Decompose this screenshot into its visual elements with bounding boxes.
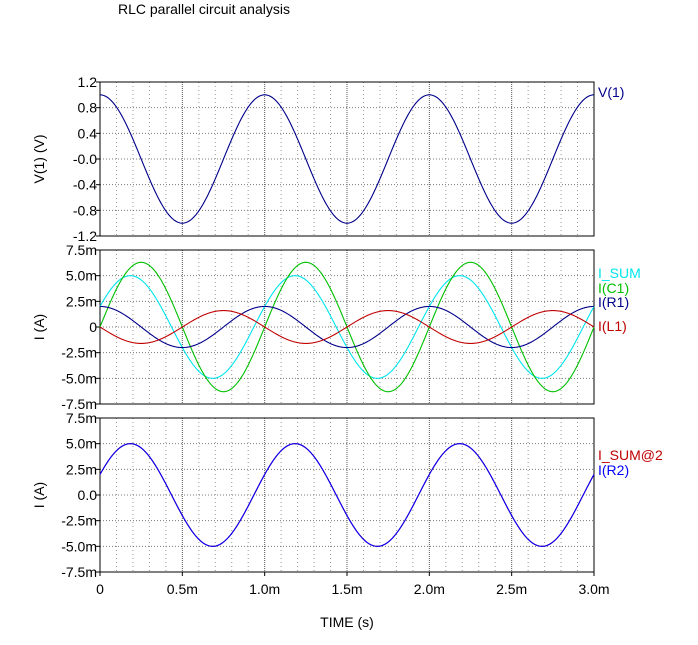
y-tick-label: -2.5m	[61, 513, 97, 529]
y-tick-label: -2.5m	[61, 345, 97, 361]
y-tick-label: -0.8	[73, 202, 97, 218]
legend-label: I(L1)	[598, 318, 627, 334]
y-axis-label: V(1) (V)	[31, 135, 47, 184]
panel-3: -7.5m -5.0m -2.5m 0.0 2.5m 5.0m 7.5m I (A) I_SUM…	[31, 410, 663, 580]
series-line-i-r1-	[99, 305, 595, 349]
x-tick-label: 1.5m	[331, 581, 362, 597]
y-tick-label: 0	[89, 319, 97, 335]
y-tick-label: -5.0m	[61, 370, 97, 386]
y-axis-label: I (A)	[31, 314, 47, 340]
panel-1: -1.2 -0.8 -0.4 -0.0 0.4 0.8 1.2 V(1) (V) V(1)	[31, 74, 624, 244]
series-line-i-r2-	[99, 443, 595, 547]
y-axis-label: I (A)	[31, 482, 47, 508]
legend-label: V(1)	[598, 84, 624, 100]
y-tick-label: -1.2	[73, 228, 97, 244]
x-tick-label: 1.0m	[249, 581, 280, 597]
y-tick-label: 7.5m	[66, 242, 97, 258]
y-tick-label: 2.5m	[66, 461, 97, 477]
y-tick-label: -7.5m	[61, 396, 97, 412]
y-tick-label: 0.0	[78, 487, 98, 503]
x-tick-label: 2.5m	[496, 581, 527, 597]
y-tick-label: -5.0m	[61, 538, 97, 554]
legend-label: I(R2)	[598, 462, 629, 478]
y-tick-label: 0.8	[78, 100, 98, 116]
x-tick-label: 2.0m	[414, 581, 445, 597]
x-axis-label: TIME (s)	[320, 614, 374, 630]
y-tick-label: 0.4	[78, 125, 98, 141]
plot-panels: -1.2 -0.8 -0.4 -0.0 0.4 0.8 1.2 V(1) (V) V(1) -7.…	[31, 74, 663, 580]
y-tick-label: -7.5m	[61, 564, 97, 580]
chart-title: RLC parallel circuit analysis	[118, 1, 290, 17]
y-tick-label: -0.4	[73, 177, 97, 193]
x-axis: 0 0.5m 1.0m 1.5m 2.0m 2.5m 3.0m	[96, 572, 610, 597]
y-tick-label: 1.2	[78, 74, 98, 90]
legend-label: I_SUM@2	[598, 447, 663, 463]
y-tick-label: 2.5m	[66, 293, 97, 309]
y-tick-label: 7.5m	[66, 410, 97, 426]
y-tick-label: 5.0m	[66, 268, 97, 284]
series-line-i-l1-	[99, 310, 595, 344]
x-tick-label: 3.0m	[578, 581, 609, 597]
x-tick-label: 0.5m	[167, 581, 198, 597]
legend-label: I(C1)	[598, 280, 629, 296]
y-tick-label: 5.0m	[66, 436, 97, 452]
legend-label: I(R1)	[598, 294, 629, 310]
legend-label: I_SUM	[598, 265, 641, 281]
x-tick-label: 0	[96, 581, 104, 597]
series-line-v-1-	[99, 94, 595, 224]
y-tick-label: -0.0	[73, 151, 97, 167]
